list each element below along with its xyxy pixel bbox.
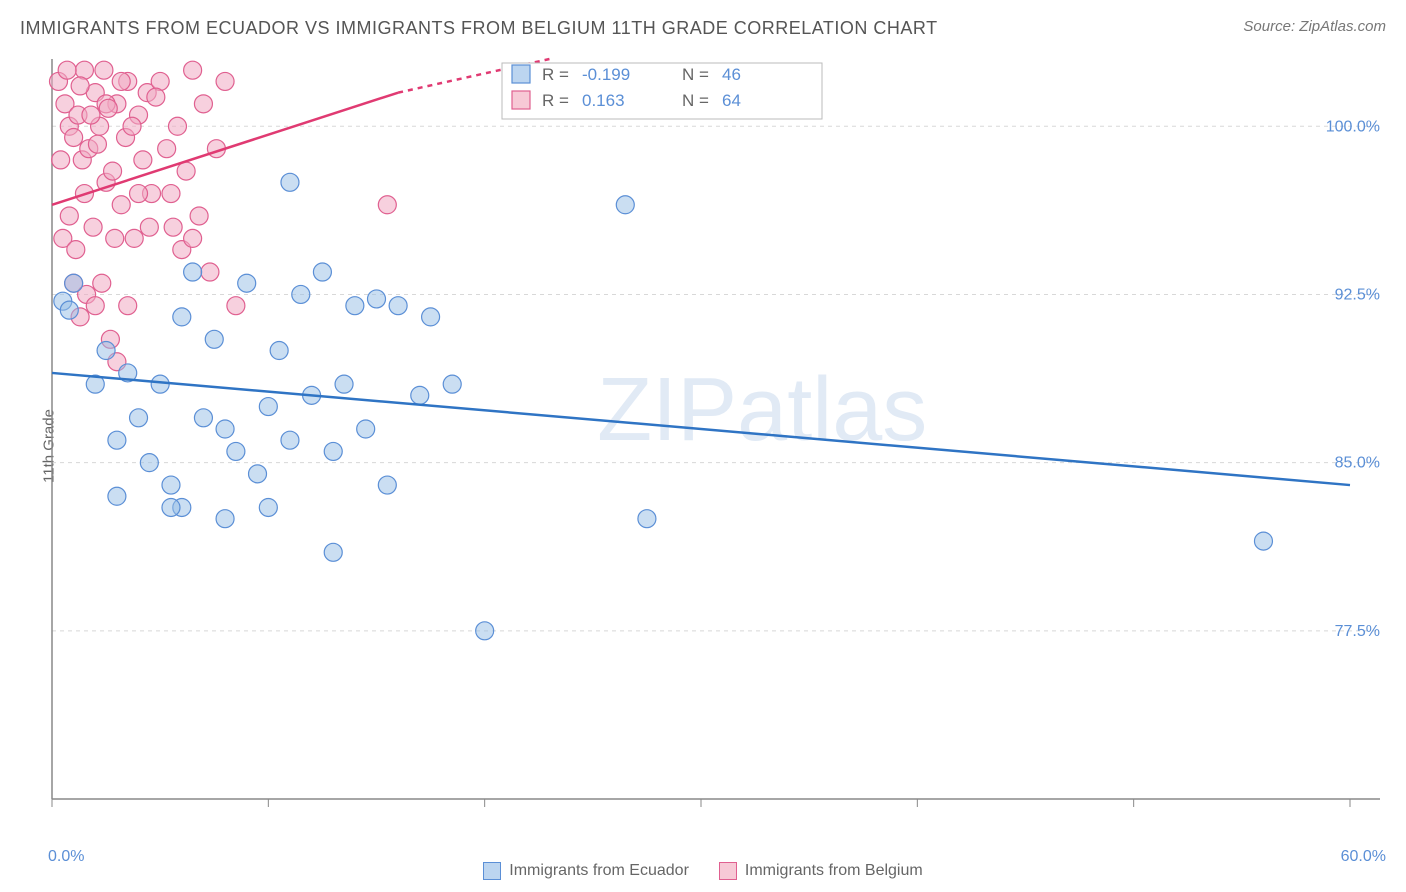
svg-text:64: 64 (722, 91, 741, 110)
legend-swatch-belgium (719, 862, 737, 880)
svg-text:77.5%: 77.5% (1335, 623, 1380, 640)
svg-text:R =: R = (542, 91, 569, 110)
svg-text:100.0%: 100.0% (1326, 118, 1380, 135)
svg-text:-0.199: -0.199 (582, 65, 630, 84)
svg-text:0.163: 0.163 (582, 91, 625, 110)
chart-title: IMMIGRANTS FROM ECUADOR VS IMMIGRANTS FR… (20, 18, 938, 39)
chart-area: 77.5%85.0%92.5%100.0%ZIPatlasR =-0.199N … (48, 55, 1386, 825)
source-prefix: Source: (1243, 18, 1299, 35)
svg-text:46: 46 (722, 65, 741, 84)
svg-text:N =: N = (682, 65, 709, 84)
legend-label-belgium: Immigrants from Belgium (745, 862, 923, 880)
x-axis-min-label: 0.0% (48, 848, 84, 866)
legend-item-ecuador: Immigrants from Ecuador (483, 862, 689, 880)
scatter-chart-svg: 77.5%85.0%92.5%100.0%ZIPatlasR =-0.199N … (48, 55, 1386, 825)
legend-label-ecuador: Immigrants from Ecuador (509, 862, 689, 880)
svg-text:92.5%: 92.5% (1335, 286, 1380, 303)
chart-header: IMMIGRANTS FROM ECUADOR VS IMMIGRANTS FR… (0, 0, 1406, 45)
svg-text:85.0%: 85.0% (1335, 455, 1380, 472)
source-attribution: Source: ZipAtlas.com (1243, 18, 1386, 35)
x-axis-max-label: 60.0% (1341, 848, 1386, 866)
source-site: ZipAtlas.com (1299, 18, 1386, 35)
legend-item-belgium: Immigrants from Belgium (719, 862, 923, 880)
svg-text:R =: R = (542, 65, 569, 84)
bottom-legend: 0.0% Immigrants from Ecuador Immigrants … (0, 862, 1406, 880)
legend-swatch-ecuador (483, 862, 501, 880)
svg-text:N =: N = (682, 91, 709, 110)
